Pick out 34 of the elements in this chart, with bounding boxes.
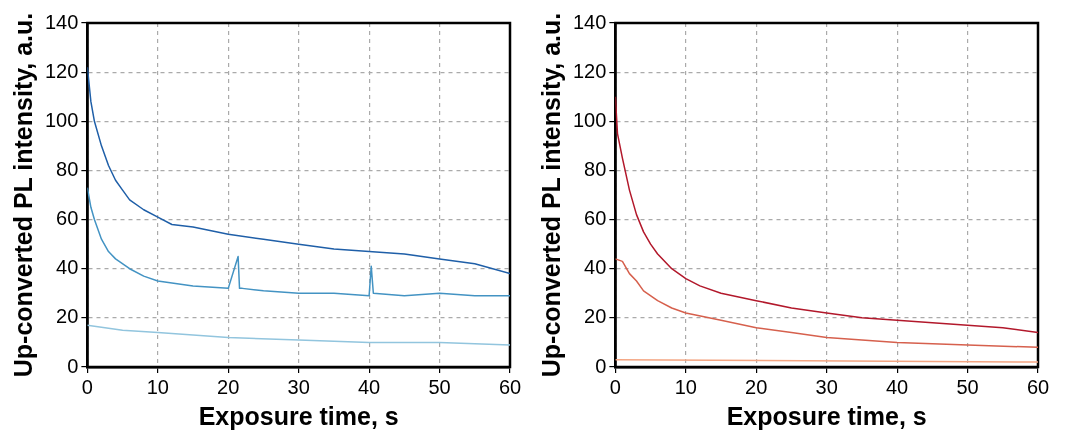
x-tick-label: 10	[674, 375, 697, 398]
x-tick-label: 50	[428, 375, 451, 398]
x-tick-label: 60	[1026, 375, 1050, 398]
y-tick-label: 20	[584, 305, 607, 328]
y-tick-label: 100	[572, 108, 607, 131]
x-tick-label: 0	[81, 375, 93, 398]
x-axis-title: Exposure time, s	[198, 401, 399, 430]
y-tick-label: 0	[67, 354, 79, 377]
x-tick-label: 0	[609, 375, 621, 398]
y-tick-label: 0	[595, 354, 607, 377]
x-axis-title: Exposure time, s	[726, 401, 927, 430]
x-tick-label: 50	[956, 375, 979, 398]
y-axis-title: Up‑converted PL intensity, a.u.	[536, 12, 565, 378]
y-tick-label: 140	[44, 10, 79, 33]
y-tick-label: 40	[56, 256, 79, 279]
x-tick-label: 20	[745, 375, 768, 398]
y-tick-label: 120	[44, 59, 79, 82]
x-tick-label: 40	[358, 375, 381, 398]
x-tick-label: 60	[498, 375, 522, 398]
y-axis-title: Up‑converted PL intensity, a.u.	[8, 12, 37, 378]
y-tick-label: 120	[572, 59, 607, 82]
y-tick-label: 60	[56, 207, 79, 230]
x-tick-label: 40	[886, 375, 909, 398]
x-tick-label: 20	[217, 375, 240, 398]
y-tick-label: 20	[56, 305, 79, 328]
y-tick-label: 80	[56, 157, 79, 180]
y-tick-label: 100	[44, 108, 79, 131]
x-tick-label: 30	[815, 375, 838, 398]
x-tick-label: 30	[287, 375, 310, 398]
y-tick-label: 40	[584, 256, 607, 279]
x-tick-label: 10	[146, 375, 169, 398]
y-tick-label: 140	[572, 10, 607, 33]
y-tick-label: 60	[584, 207, 607, 230]
y-tick-label: 80	[584, 157, 607, 180]
